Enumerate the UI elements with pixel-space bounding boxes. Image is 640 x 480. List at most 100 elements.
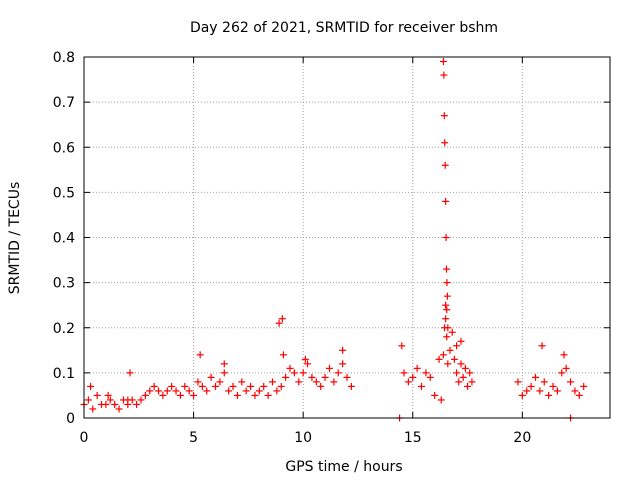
data-point: [290, 369, 298, 377]
data-point: [181, 382, 189, 390]
data-point: [443, 306, 451, 314]
data-point: [339, 360, 347, 368]
data-point: [220, 369, 228, 377]
data-point: [457, 360, 465, 368]
y-tick-label: 0.5: [53, 185, 75, 201]
data-point: [518, 391, 526, 399]
data-point: [347, 382, 355, 390]
grid-layer: [84, 57, 610, 418]
data-point: [409, 373, 417, 381]
data-point: [102, 400, 110, 408]
x-tick-label: 20: [513, 430, 531, 446]
y-tick-label: 0.6: [53, 140, 75, 156]
data-point: [172, 387, 180, 395]
x-axis-label: GPS time / hours: [285, 459, 402, 475]
data-point: [442, 234, 450, 241]
data-point: [468, 378, 476, 386]
data-point: [242, 387, 250, 395]
data-point: [545, 391, 553, 399]
data-point: [466, 369, 474, 377]
data-point: [440, 112, 448, 120]
y-axis-label: SRMTID / TECUs: [7, 182, 23, 295]
axes-layer: 0 5 10 15 20 0 0.1 0.2 0.3 0.4 0.5 0.6 0.7 0.8: [53, 50, 611, 446]
data-point: [115, 405, 123, 413]
data-point: [295, 378, 303, 386]
data-point: [196, 351, 204, 359]
data-point: [431, 391, 439, 399]
x-tick-label: 10: [294, 430, 312, 446]
data-point: [126, 369, 134, 377]
data-point: [299, 369, 307, 377]
data-point: [238, 378, 246, 386]
data-point: [437, 396, 445, 404]
data-point: [549, 382, 557, 390]
data-point: [426, 373, 434, 381]
data-point: [538, 342, 546, 350]
y-tick-label: 0.3: [53, 276, 75, 292]
x-tick-label: 5: [189, 430, 198, 446]
data-point: [400, 369, 408, 377]
data-point: [435, 355, 443, 363]
data-point: [334, 369, 342, 377]
data-point: [317, 382, 325, 390]
data-point: [133, 400, 141, 408]
y-tick-label: 0.7: [53, 95, 75, 111]
data-point: [457, 337, 465, 345]
data-point: [84, 396, 92, 404]
data-point: [567, 378, 575, 386]
data-point: [571, 387, 579, 395]
data-point: [260, 382, 268, 390]
data-point: [150, 382, 158, 390]
data-point: [418, 382, 426, 390]
data-point: [141, 391, 149, 399]
data-point: [203, 387, 211, 395]
data-point: [443, 265, 451, 273]
x-tick-label: 0: [80, 430, 89, 446]
data-point: [448, 328, 456, 336]
data-point: [442, 315, 450, 323]
data-point: [275, 319, 283, 327]
data-point: [540, 378, 548, 386]
data-point: [343, 373, 351, 381]
data-point: [464, 382, 472, 390]
data-point: [325, 364, 333, 372]
y-tick-label: 0.4: [53, 231, 75, 247]
data-point: [514, 378, 522, 386]
data-point: [560, 351, 568, 359]
data-point: [233, 391, 241, 399]
data-point: [168, 382, 176, 390]
data-point: [562, 364, 570, 372]
data-point: [453, 342, 461, 350]
data-point: [273, 387, 281, 395]
data-point: [104, 391, 112, 399]
data-point: [558, 369, 566, 377]
data-point: [212, 382, 219, 390]
data-point: [440, 71, 448, 79]
data-point: [398, 342, 406, 350]
data-point: [459, 373, 467, 381]
data-point: [304, 360, 312, 368]
data-point: [301, 355, 309, 363]
data-point: [225, 387, 233, 395]
data-point: [286, 364, 294, 372]
data-point: [207, 373, 215, 381]
x-tick-label: 15: [404, 430, 422, 446]
data-point: [461, 364, 469, 372]
data-point: [453, 369, 461, 377]
y-tick-label: 0: [66, 411, 75, 427]
data-point: [422, 369, 430, 377]
data-point: [146, 387, 154, 395]
data-point: [444, 360, 452, 368]
data-point: [89, 405, 97, 413]
data-point: [229, 382, 237, 390]
data-point: [580, 382, 588, 390]
data-point: [443, 279, 451, 287]
data-point: [106, 396, 114, 404]
data-point: [441, 161, 449, 169]
data-point: [404, 378, 412, 386]
data-point: [536, 387, 544, 395]
data-point: [87, 382, 95, 390]
data-point: [255, 387, 263, 395]
data-point: [312, 378, 320, 386]
